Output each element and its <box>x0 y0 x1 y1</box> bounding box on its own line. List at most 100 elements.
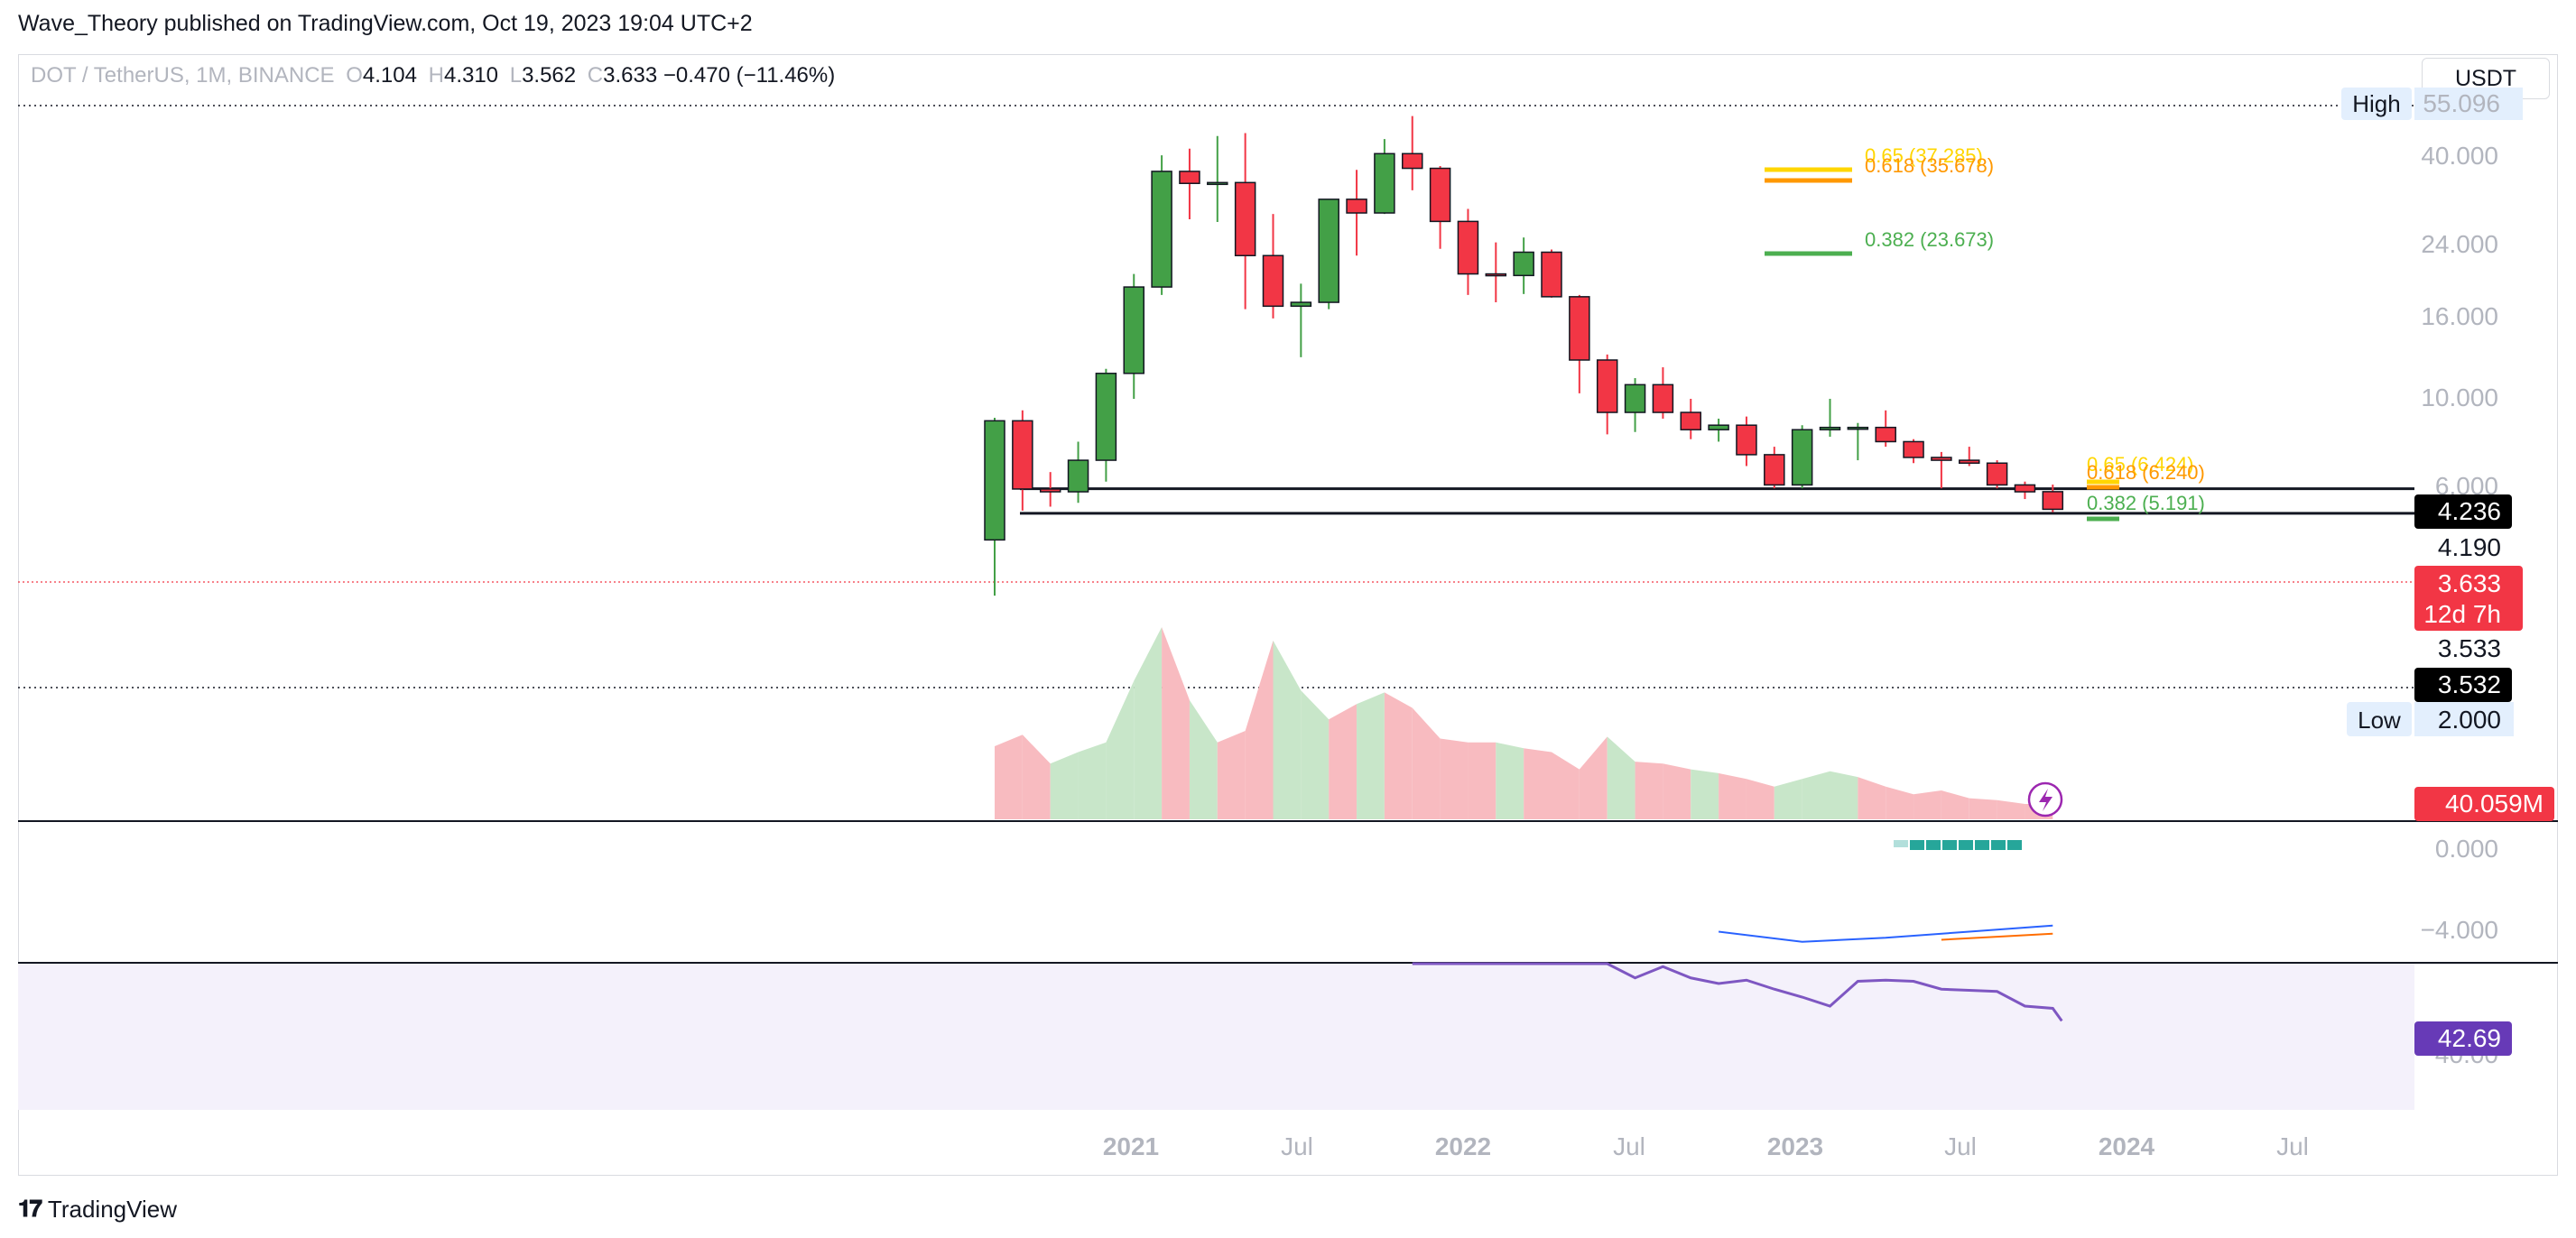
price-label-box <box>2414 494 2512 529</box>
candle-body <box>1346 199 1367 214</box>
price-label-text: 3.532 <box>2438 670 2501 698</box>
candle-body <box>1374 152 1395 214</box>
candle-body <box>1067 459 1089 493</box>
volume-area-segment <box>1997 799 2025 819</box>
macd-histogram-bar <box>1926 840 1941 850</box>
candle-body <box>1541 251 1562 298</box>
macd-histogram-bar <box>1942 840 1957 850</box>
volume-area-segment <box>1329 704 1357 819</box>
candle-body <box>1234 181 1256 257</box>
volume-area-segment <box>1913 790 1941 819</box>
time-axis-tick: 2023 <box>1767 1132 1823 1160</box>
low-label-text: Low <box>2358 707 2401 734</box>
high-value-text: 55.096 <box>2423 89 2500 117</box>
low-label: L <box>509 63 523 88</box>
volume-area-segment <box>1384 692 1413 819</box>
volume-area-segment <box>1663 763 1691 819</box>
rsi-value-text: 42.69 <box>2438 1024 2501 1052</box>
volume-area-segment <box>1774 779 1802 819</box>
macd-histogram-bar <box>1910 840 1924 850</box>
candle-body <box>1457 220 1479 275</box>
volume-area-segment <box>1719 772 1747 819</box>
tradingview-footer[interactable]: 𝟏𝟕 TradingView <box>18 1195 177 1224</box>
volume-value-box <box>2414 787 2554 821</box>
price-axis-tick: 16.000 <box>2421 302 2498 330</box>
candle-body <box>1485 273 1507 277</box>
macd-histogram-bar <box>1991 840 2006 850</box>
volume-area-segment <box>1301 690 1330 819</box>
candle-body <box>1095 373 1117 461</box>
price-axis-tick: 40.000 <box>2421 142 2498 170</box>
macd-histogram-bar <box>1959 840 1973 850</box>
volume-area-segment <box>1412 707 1441 819</box>
volume-area-segment <box>1189 699 1218 819</box>
price-axis-tick: 24.000 <box>2421 230 2498 258</box>
fib-level-label: 0.65 (6.424) <box>2087 453 2194 476</box>
fib-level-label: 0.382 (5.191) <box>2087 492 2205 514</box>
volume-area-segment <box>995 734 1023 819</box>
candle-body <box>1736 424 1757 456</box>
volume-area-segment <box>1858 777 1886 819</box>
volume-area-segment <box>1468 742 1496 819</box>
fib-level-label: 0.382 (23.673) <box>1865 228 1994 251</box>
volume-area-segment <box>1106 680 1135 819</box>
time-axis-tick: Jul <box>1281 1132 1313 1160</box>
candle-body <box>1402 152 1423 170</box>
candle-body <box>1429 167 1451 223</box>
candle-body <box>1819 426 1841 430</box>
rsi-pane-background <box>18 964 2414 1110</box>
volume-area-segment <box>1746 779 1774 819</box>
open-value: 4.104 <box>362 63 417 88</box>
volume-area-segment <box>1245 640 1274 819</box>
volume-area-segment <box>1802 771 1830 819</box>
price-label-text: 4.190 <box>2438 533 2501 561</box>
change-value: −0.470 (−11.46%) <box>663 63 836 88</box>
candle-body <box>1012 420 1033 490</box>
volume-area-segment <box>1078 742 1107 819</box>
volume-area-segment <box>1440 738 1469 819</box>
volume-area-segment <box>1886 786 1914 819</box>
candle-body <box>2014 484 2036 493</box>
candle-body <box>1708 424 1729 430</box>
symbol-name[interactable]: DOT / TetherUS, 1M, BINANCE <box>31 63 335 88</box>
candle-body <box>1959 459 1980 464</box>
candle-body <box>1680 411 1701 430</box>
volume-area-segment <box>1969 798 1997 819</box>
publish-header: Wave_Theory published on TradingView.com… <box>18 11 753 36</box>
chart-frame <box>18 54 2558 1176</box>
volume-area-segment <box>1524 748 1552 819</box>
candle-body <box>1624 383 1646 413</box>
brand-name: TradingView <box>47 1195 177 1223</box>
low-label-box <box>2347 702 2412 736</box>
volume-area-segment <box>1273 640 1302 819</box>
volume-area-segment <box>1496 742 1524 819</box>
candle-body <box>1513 251 1534 277</box>
high-label: H <box>428 63 444 88</box>
time-axis-tick: Jul <box>2276 1132 2309 1160</box>
high-label-box <box>2341 88 2412 120</box>
time-axis-tick: Jul <box>1613 1132 1645 1160</box>
candle-body <box>1569 296 1590 361</box>
candle-body <box>984 420 1005 541</box>
volume-area-segment <box>1607 736 1635 819</box>
lightning-bolt-icon <box>2039 789 2052 811</box>
candle-body <box>1179 171 1200 184</box>
signal-line <box>1941 932 2053 941</box>
candle-body <box>1847 426 1869 430</box>
volume-area-segment <box>1050 752 1079 819</box>
candle-body <box>1931 457 1952 461</box>
volume-area-segment <box>1162 627 1190 819</box>
candle-body <box>1986 462 2008 486</box>
price-label-text: 3.533 <box>2438 634 2501 662</box>
candle-body <box>1652 383 1674 413</box>
last-price-text: 3.633 <box>2438 569 2501 597</box>
macd-histogram-bar <box>2007 840 2022 850</box>
macd-line <box>1718 924 2053 943</box>
last-price-box <box>2414 566 2523 631</box>
price-label-box <box>2414 668 2512 702</box>
open-label: O <box>346 63 363 88</box>
low-value: 3.562 <box>522 63 577 88</box>
candle-body <box>1764 454 1785 486</box>
low-value-text: 2.000 <box>2438 706 2501 734</box>
